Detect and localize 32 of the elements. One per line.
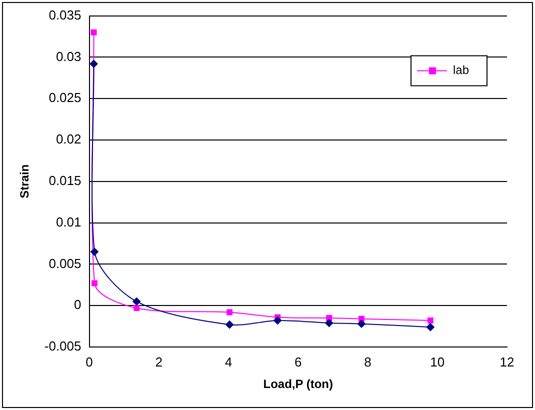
x-tick-label: 4 [224, 354, 232, 370]
legend-label: lab [452, 63, 470, 78]
x-tick-label: 2 [155, 354, 162, 370]
y-tick-label: 0.025 [48, 90, 82, 106]
point [226, 309, 233, 316]
y-axis-title: Strain [18, 164, 32, 198]
point [132, 297, 141, 306]
y-tick-label: 0.015 [48, 172, 82, 188]
point [90, 60, 98, 68]
y-tick-label: 0 [74, 297, 82, 312]
y-tick-label: -0.005 [44, 338, 82, 354]
point [92, 280, 98, 286]
x-tick-label: 0 [86, 354, 93, 370]
point [426, 323, 434, 332]
point [90, 248, 98, 256]
y-tick-label: 0.03 [56, 48, 82, 64]
y-tick-label: 0.02 [56, 132, 82, 147]
point [427, 318, 434, 324]
point [134, 305, 140, 312]
x-tick-label: 10 [430, 354, 445, 370]
point [274, 316, 282, 325]
y-tick-label: 0.035 [48, 7, 82, 22]
y-tick-label: 0.005 [48, 256, 82, 271]
point [357, 320, 366, 328]
x-tick-label: 6 [294, 354, 302, 370]
x-axis-title: Load,P (ton) [263, 377, 334, 392]
point [90, 29, 97, 36]
x-tick-label: 8 [364, 354, 372, 370]
point [226, 320, 234, 329]
y-tick-label: 0.01 [56, 214, 82, 230]
point [325, 318, 334, 327]
x-tick-label: 12 [500, 354, 514, 370]
